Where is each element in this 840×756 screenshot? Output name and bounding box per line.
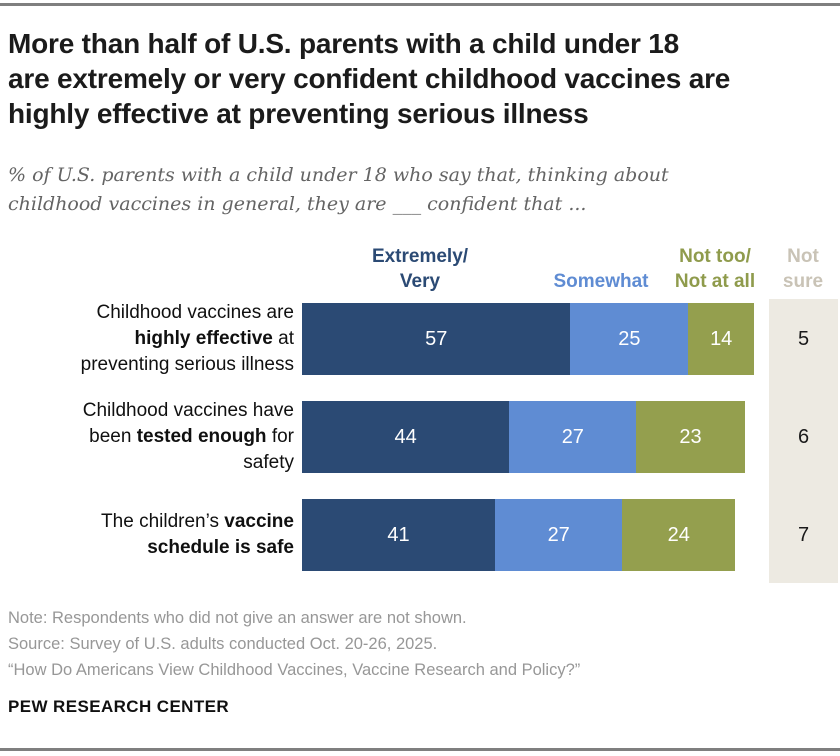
bar-segment-not_too_not_at_all: 23	[636, 401, 745, 473]
source-text: Source: Survey of U.S. adults conducted …	[8, 635, 438, 653]
report-title-text: “How Do Americans View Childhood Vaccine…	[8, 661, 581, 679]
row-label-bold-text: highly effective	[134, 328, 273, 349]
column-header-extremely_very: Extremely/ Very	[371, 246, 469, 292]
note-text: Note: Respondents who did not give an an…	[8, 609, 467, 627]
stacked-bar: 57 25 14	[302, 303, 755, 375]
chart-subtitle: % of U.S. parents with a child under 18 …	[8, 164, 669, 215]
row-label-text: at preventing serious illness	[80, 328, 294, 375]
row-label-text: Childhood vaccines are	[96, 302, 294, 323]
column-header-somewhat: Somewhat	[553, 271, 649, 292]
stacked-bar: 41 27 24	[302, 499, 736, 571]
bar-segment-extremely_very: 44	[302, 401, 510, 473]
pew-research-center-wordmark: PEW RESEARCH CENTER	[8, 697, 230, 716]
not-sure-column-band	[769, 299, 838, 583]
chart-title: More than half of U.S. parents with a ch…	[8, 28, 731, 129]
bar-segment-somewhat: 27	[495, 499, 623, 571]
not-sure-value: 6	[797, 426, 810, 448]
stacked-bar: 44 27 23	[302, 401, 745, 473]
row-label-text: The children’s	[101, 511, 225, 532]
bar-segment-not_too_not_at_all: 14	[688, 303, 755, 375]
column-header-not_too_not_at_all: Not too/ Not at all	[674, 246, 756, 292]
stacked-bar-chart: Extremely/ Very Somewhat Not too/ Not at a…	[0, 240, 840, 590]
bottom-divider	[0, 748, 840, 751]
bar-segment-not_too_not_at_all: 24	[622, 499, 736, 571]
row-label: The children’s vaccine schedule is safe	[0, 509, 294, 561]
row-label: Childhood vaccines have been tested enou…	[0, 398, 294, 476]
not-sure-value: 7	[797, 524, 810, 546]
not-sure-value: 5	[797, 328, 810, 350]
bar-segment-somewhat: 25	[570, 303, 689, 375]
row-label: Childhood vaccines are highly effective …	[0, 300, 294, 378]
bar-segment-extremely_very: 57	[302, 303, 571, 375]
column-header-not_sure: Not sure	[782, 246, 824, 292]
row-label-bold-text: tested enough	[136, 426, 267, 447]
row-label-text: for safety	[243, 426, 294, 473]
bar-segment-extremely_very: 41	[302, 499, 496, 571]
row-label-bold-text: vaccine schedule is safe	[147, 511, 294, 558]
bar-segment-somewhat: 27	[509, 401, 637, 473]
top-divider	[0, 3, 840, 6]
row-label-text: Childhood vaccines have been	[82, 400, 294, 447]
